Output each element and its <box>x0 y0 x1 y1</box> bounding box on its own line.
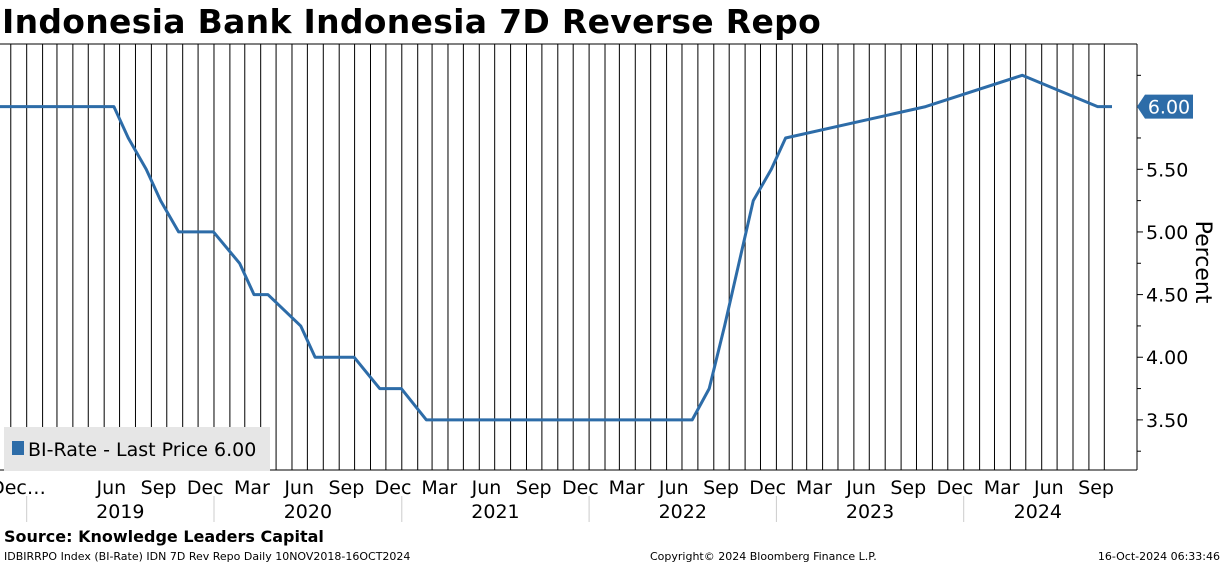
x-month-label: Dec <box>749 477 786 499</box>
x-month-label: Jun <box>283 477 314 499</box>
x-year-label: 2020 <box>284 501 332 523</box>
source-note: Source: Knowledge Leaders Capital <box>4 527 324 546</box>
legend: BI-Rate - Last Price 6.00 <box>4 427 270 471</box>
x-month-label: Dec <box>375 477 412 499</box>
x-month-label: Sep <box>141 477 177 499</box>
y-tick-label: 4.50 <box>1146 285 1188 307</box>
x-year-label: 2023 <box>846 501 894 523</box>
x-month-label: Sep <box>1078 477 1114 499</box>
x-month-label: Dec <box>562 477 599 499</box>
x-month-label: Mar <box>234 477 270 499</box>
legend-swatch <box>12 441 24 455</box>
x-year-label: 2024 <box>1014 501 1062 523</box>
vertical-gridlines <box>10 44 1105 470</box>
footer-copyright: Copyright© 2024 Bloomberg Finance L.P. <box>650 550 877 563</box>
x-month-label: Dec… <box>0 477 46 499</box>
legend-box <box>4 427 270 471</box>
x-month-label: Mar <box>984 477 1020 499</box>
y-tick-label: 4.00 <box>1146 347 1188 369</box>
x-month-label: Jun <box>96 477 127 499</box>
x-month-label: Jun <box>658 477 689 499</box>
footer-ticker: IDBIRRPO Index (BI-Rate) IDN 7D Rev Repo… <box>4 550 411 563</box>
x-month-label: Mar <box>796 477 832 499</box>
x-month-label: Jun <box>845 477 876 499</box>
x-month-label: Dec <box>937 477 974 499</box>
x-month-label: Mar <box>421 477 457 499</box>
x-month-label: Jun <box>1033 477 1064 499</box>
bi-rate-series-line <box>0 73 1112 422</box>
y-tick-label: 5.00 <box>1146 222 1188 244</box>
chart-title: Indonesia Bank Indonesia 7D Reverse Repo <box>2 2 822 41</box>
y-axis-ticks: 3.50 4.00 4.50 5.00 5.50 <box>1137 74 1188 452</box>
footer-timestamp: 16-Oct-2024 06:33:46 <box>1097 550 1220 563</box>
y-tick-label: 3.50 <box>1146 410 1188 432</box>
last-price-badge-group: 6.00 <box>1137 94 1193 119</box>
x-axis-ticks: Dec… Jun Sep Dec Mar Jun Sep Dec Mar Jun Sep Dec Mar… <box>0 477 1114 523</box>
y-tick-label: 5.50 <box>1146 159 1188 181</box>
x-month-label: Dec <box>187 477 224 499</box>
x-year-label: 2019 <box>96 501 144 523</box>
x-month-label: Mar <box>609 477 645 499</box>
plot-frame <box>0 43 1138 471</box>
last-price-badge <box>1137 94 1193 119</box>
series-layer <box>0 73 1112 422</box>
last-price-value: 6.00 <box>1148 97 1190 119</box>
x-month-label: Sep <box>328 477 364 499</box>
y-axis-label: Percent <box>1190 221 1215 304</box>
x-month-label: Sep <box>516 477 552 499</box>
x-year-label: 2022 <box>659 501 707 523</box>
x-month-label: Jun <box>471 477 502 499</box>
x-month-label: Sep <box>703 477 739 499</box>
legend-label: BI-Rate - Last Price 6.00 <box>28 439 256 461</box>
x-year-label: 2021 <box>471 501 519 523</box>
x-month-label: Sep <box>890 477 926 499</box>
